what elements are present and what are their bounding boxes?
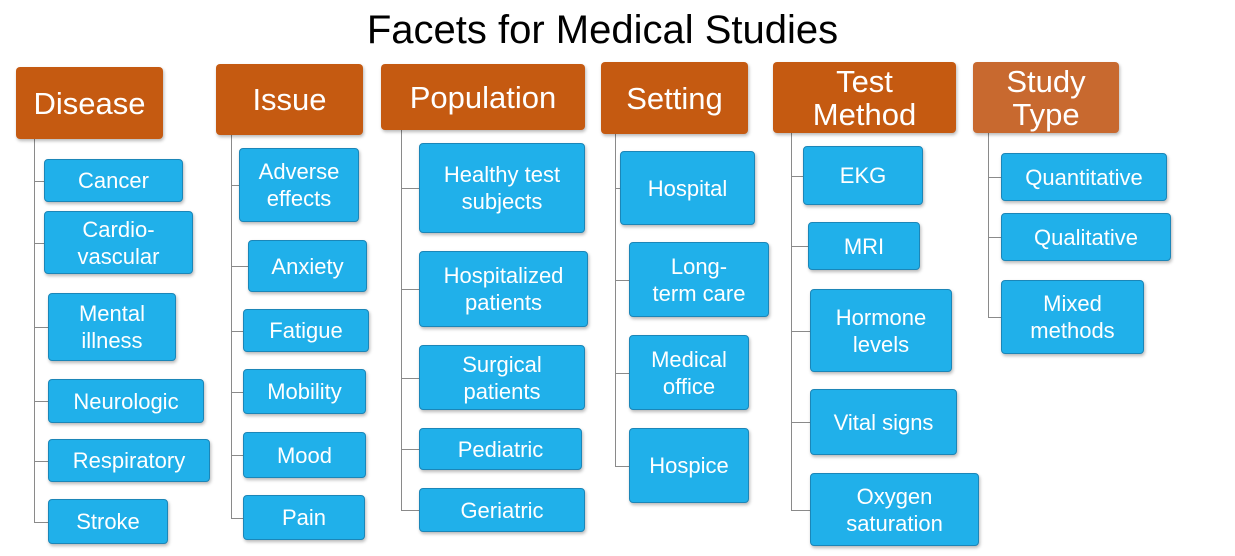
facet-item-mri: MRI <box>808 222 920 270</box>
connector-branch <box>791 330 810 332</box>
facet-item-healthy-test-subjects: Healthy test subjects <box>419 143 585 233</box>
connector-spine <box>615 134 616 466</box>
facet-item-respiratory: Respiratory <box>48 439 210 482</box>
connector-branch <box>401 188 419 189</box>
facet-item-neurologic: Neurologic <box>48 379 204 423</box>
connector-branch <box>988 317 1001 318</box>
connector-branch <box>34 521 48 523</box>
connector-branch <box>791 422 810 423</box>
connector-spine <box>988 133 989 317</box>
connector-branch <box>988 237 1001 238</box>
facet-item-geriatric: Geriatric <box>419 488 585 532</box>
connector-spine <box>34 139 35 522</box>
connector-branch <box>615 188 620 189</box>
facet-item-cardio-vascular: Cardio- vascular <box>44 211 193 274</box>
connector-branch <box>401 510 419 511</box>
connector-branch <box>231 517 243 519</box>
facet-header-setting: Setting <box>601 62 748 134</box>
connector-branch <box>791 509 810 511</box>
connector-branch <box>34 460 48 462</box>
facet-item-hospital: Hospital <box>620 151 755 225</box>
facet-item-quantitative: Quantitative <box>1001 153 1167 201</box>
facet-item-pain: Pain <box>243 495 365 540</box>
connector-spine <box>401 130 402 510</box>
facet-item-mobility: Mobility <box>243 369 366 414</box>
facet-item-mixed-methods: Mixed methods <box>1001 280 1144 354</box>
facet-item-mood: Mood <box>243 432 366 478</box>
connector-branch <box>615 465 629 467</box>
facet-item-adverse-effects: Adverse effects <box>239 148 359 222</box>
facet-item-hospice: Hospice <box>629 428 749 503</box>
diagram-title: Facets for Medical Studies <box>366 8 839 52</box>
facet-item-ekg: EKG <box>803 146 923 205</box>
facet-item-vital-signs: Vital signs <box>810 389 957 455</box>
connector-branch <box>34 401 48 402</box>
facet-header-study-type: Study Type <box>973 62 1119 133</box>
connector-branch <box>615 279 629 281</box>
connector-branch <box>231 266 248 267</box>
connector-branch <box>231 391 243 393</box>
connector-branch <box>231 330 243 332</box>
facet-item-mental-illness: Mental illness <box>48 293 176 361</box>
connector-branch <box>34 327 48 328</box>
connector-branch <box>791 175 803 177</box>
facet-item-medical-office: Medical office <box>629 335 749 410</box>
connector-branch <box>401 377 419 379</box>
connector-spine <box>231 135 232 518</box>
connector-branch <box>791 246 808 247</box>
facet-item-oxygen-saturation: Oxygen saturation <box>810 473 979 546</box>
facet-item-pediatric: Pediatric <box>419 428 582 470</box>
connector-branch <box>34 242 44 244</box>
connector-branch <box>615 372 629 374</box>
connector-spine <box>791 133 792 510</box>
connector-branch <box>401 289 419 290</box>
facet-header-test-method: Test Method <box>773 62 956 133</box>
connector-branch <box>231 185 239 186</box>
connector-branch <box>401 449 419 450</box>
connector-branch <box>231 455 243 456</box>
facet-header-disease: Disease <box>16 67 163 139</box>
facet-item-stroke: Stroke <box>48 499 168 544</box>
connector-branch <box>34 180 44 182</box>
facet-item-anxiety: Anxiety <box>248 240 367 292</box>
facet-item-hospitalized-patients: Hospitalized patients <box>419 251 588 327</box>
facet-item-long-term-care: Long- term care <box>629 242 769 317</box>
connector-branch <box>988 177 1001 178</box>
facet-item-fatigue: Fatigue <box>243 309 369 352</box>
facet-item-hormone-levels: Hormone levels <box>810 289 952 372</box>
facet-header-population: Population <box>381 64 585 130</box>
facet-item-qualitative: Qualitative <box>1001 213 1171 261</box>
facet-item-cancer: Cancer <box>44 159 183 202</box>
facet-header-issue: Issue <box>216 64 363 135</box>
facet-item-surgical-patients: Surgical patients <box>419 345 585 410</box>
